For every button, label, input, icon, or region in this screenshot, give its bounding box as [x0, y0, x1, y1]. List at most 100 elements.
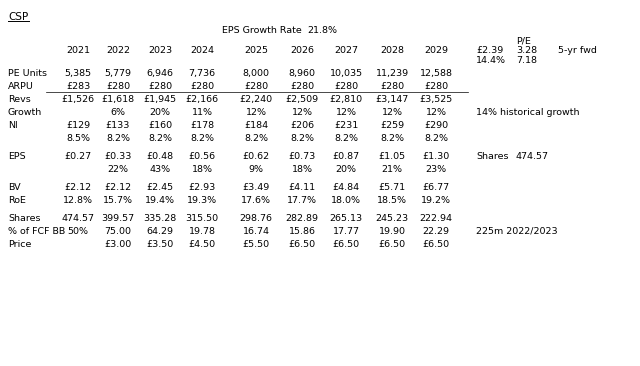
Text: £4.11: £4.11	[289, 183, 316, 192]
Text: £6.50: £6.50	[289, 240, 316, 249]
Text: 2026: 2026	[290, 46, 314, 55]
Text: Revs: Revs	[8, 95, 31, 104]
Text: £2,509: £2,509	[285, 95, 319, 104]
Text: £206: £206	[290, 121, 314, 130]
Text: 298.76: 298.76	[239, 214, 273, 223]
Text: 75.00: 75.00	[104, 227, 131, 236]
Text: £280: £280	[334, 82, 358, 91]
Text: £2.12: £2.12	[104, 183, 132, 192]
Text: £133: £133	[106, 121, 130, 130]
Text: £178: £178	[190, 121, 214, 130]
Text: 8.2%: 8.2%	[190, 134, 214, 143]
Text: £5.71: £5.71	[378, 183, 406, 192]
Text: ARPU: ARPU	[8, 82, 34, 91]
Text: £2.12: £2.12	[65, 183, 92, 192]
Text: % of FCF BB: % of FCF BB	[8, 227, 65, 236]
Text: £3.50: £3.50	[147, 240, 173, 249]
Text: 19.2%: 19.2%	[421, 196, 451, 205]
Text: 474.57: 474.57	[516, 152, 549, 161]
Text: 7.18: 7.18	[516, 56, 537, 65]
Text: 18.5%: 18.5%	[377, 196, 407, 205]
Text: £5.50: £5.50	[243, 240, 269, 249]
Text: £0.33: £0.33	[104, 152, 132, 161]
Text: £0.48: £0.48	[147, 152, 173, 161]
Text: 18.0%: 18.0%	[331, 196, 361, 205]
Text: 265.13: 265.13	[330, 214, 363, 223]
Text: 2025: 2025	[244, 46, 268, 55]
Text: 17.77: 17.77	[333, 227, 360, 236]
Text: £283: £283	[66, 82, 90, 91]
Text: 8.2%: 8.2%	[106, 134, 130, 143]
Text: £3,147: £3,147	[376, 95, 408, 104]
Text: 17.7%: 17.7%	[287, 196, 317, 205]
Text: 2022: 2022	[106, 46, 130, 55]
Text: 474.57: 474.57	[61, 214, 95, 223]
Text: NI: NI	[8, 121, 18, 130]
Text: 19.90: 19.90	[378, 227, 406, 236]
Text: Shares: Shares	[8, 214, 40, 223]
Text: £0.27: £0.27	[65, 152, 92, 161]
Text: 8.2%: 8.2%	[148, 134, 172, 143]
Text: 225m 2022/2023: 225m 2022/2023	[476, 227, 557, 236]
Text: 22.29: 22.29	[422, 227, 449, 236]
Text: 20%: 20%	[335, 165, 356, 174]
Text: £280: £280	[244, 82, 268, 91]
Text: 12%: 12%	[426, 108, 447, 117]
Text: 12%: 12%	[291, 108, 312, 117]
Text: PE Units: PE Units	[8, 69, 47, 78]
Text: £4.50: £4.50	[188, 240, 216, 249]
Text: 20%: 20%	[150, 108, 170, 117]
Text: 5,779: 5,779	[104, 69, 131, 78]
Text: 19.3%: 19.3%	[187, 196, 217, 205]
Text: £2,240: £2,240	[239, 95, 273, 104]
Text: 2027: 2027	[334, 46, 358, 55]
Text: 15.7%: 15.7%	[103, 196, 133, 205]
Text: £0.73: £0.73	[289, 152, 316, 161]
Text: £280: £280	[106, 82, 130, 91]
Text: BV: BV	[8, 183, 20, 192]
Text: 14.4%: 14.4%	[476, 56, 506, 65]
Text: 6%: 6%	[111, 108, 125, 117]
Text: £4.84: £4.84	[332, 183, 360, 192]
Text: 315.50: 315.50	[186, 214, 219, 223]
Text: 16.74: 16.74	[243, 227, 269, 236]
Text: 222.94: 222.94	[419, 214, 452, 223]
Text: £280: £280	[148, 82, 172, 91]
Text: £184: £184	[244, 121, 268, 130]
Text: 5-yr fwd: 5-yr fwd	[558, 46, 597, 55]
Text: 23%: 23%	[426, 165, 447, 174]
Text: 8.2%: 8.2%	[290, 134, 314, 143]
Text: EPS: EPS	[8, 152, 26, 161]
Text: 17.6%: 17.6%	[241, 196, 271, 205]
Text: 21%: 21%	[381, 165, 403, 174]
Text: 245.23: 245.23	[376, 214, 408, 223]
Text: £0.62: £0.62	[243, 152, 269, 161]
Text: £3,525: £3,525	[419, 95, 452, 104]
Text: 15.86: 15.86	[289, 227, 316, 236]
Text: 399.57: 399.57	[101, 214, 134, 223]
Text: 2028: 2028	[380, 46, 404, 55]
Text: £1,945: £1,945	[143, 95, 177, 104]
Text: 12%: 12%	[381, 108, 403, 117]
Text: CSP: CSP	[8, 12, 28, 22]
Text: P/E: P/E	[516, 36, 531, 45]
Text: £259: £259	[380, 121, 404, 130]
Text: £1.05: £1.05	[378, 152, 406, 161]
Text: Growth: Growth	[8, 108, 42, 117]
Text: £6.50: £6.50	[332, 240, 360, 249]
Text: £2,166: £2,166	[186, 95, 219, 104]
Text: 12.8%: 12.8%	[63, 196, 93, 205]
Text: £6.77: £6.77	[422, 183, 449, 192]
Text: 11%: 11%	[191, 108, 212, 117]
Text: 50%: 50%	[67, 227, 88, 236]
Text: £160: £160	[148, 121, 172, 130]
Text: 64.29: 64.29	[147, 227, 173, 236]
Text: £280: £280	[290, 82, 314, 91]
Text: 282.89: 282.89	[285, 214, 319, 223]
Text: 2023: 2023	[148, 46, 172, 55]
Text: 11,239: 11,239	[376, 69, 408, 78]
Text: 6,946: 6,946	[147, 69, 173, 78]
Text: 2024: 2024	[190, 46, 214, 55]
Text: 9%: 9%	[248, 165, 264, 174]
Text: 335.28: 335.28	[143, 214, 177, 223]
